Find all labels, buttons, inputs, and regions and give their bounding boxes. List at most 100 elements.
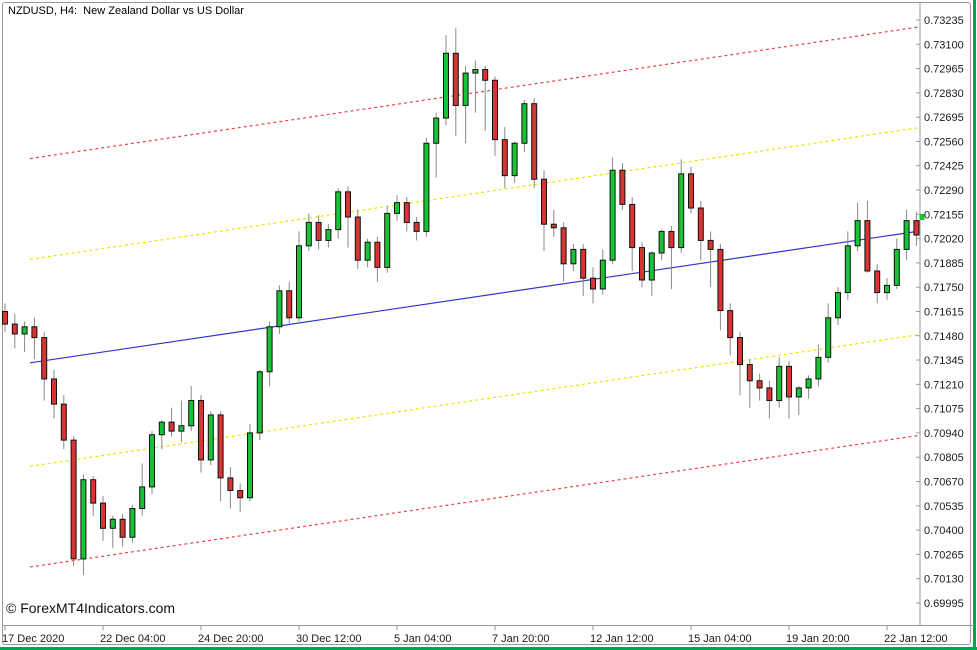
- candle: [913, 211, 920, 246]
- candle-body-bull: [247, 432, 253, 499]
- candle: [737, 332, 743, 396]
- candle-body-bear: [629, 203, 636, 249]
- price-axis-label: 0.71750: [924, 282, 964, 294]
- candle: [217, 411, 224, 502]
- candle: [139, 463, 146, 516]
- candle-body-bear: [668, 230, 675, 249]
- candle: [266, 321, 273, 387]
- candle-body-bear: [217, 414, 224, 479]
- candle-body-bull: [521, 103, 528, 144]
- time-axis-label: 7 Jan 20:00: [492, 633, 550, 645]
- candle: [296, 231, 302, 322]
- candle: [531, 98, 538, 189]
- candle-body-bear: [345, 191, 351, 218]
- candle: [158, 420, 165, 450]
- candle: [678, 159, 685, 254]
- candle-body-bear: [590, 277, 596, 290]
- candle: [11, 314, 18, 349]
- candle-body-bear: [874, 270, 881, 294]
- candle: [835, 287, 841, 325]
- candle-body-bull: [805, 378, 812, 389]
- candle: [560, 222, 567, 282]
- candle: [844, 231, 851, 300]
- candle: [188, 386, 195, 432]
- price-axis-label: 0.72425: [924, 161, 964, 173]
- candle-body-bull: [678, 173, 685, 249]
- candle-body-bear: [60, 403, 67, 441]
- time-axis-label: 15 Jan 04:00: [688, 633, 752, 645]
- price-axis-label: 0.70940: [924, 428, 964, 440]
- candle: [472, 60, 479, 113]
- time-axis-label: 17 Dec 2020: [2, 633, 64, 645]
- candle: [776, 357, 783, 408]
- candle: [80, 474, 87, 576]
- candle: [629, 197, 636, 271]
- candle: [727, 303, 734, 356]
- candle: [227, 467, 234, 509]
- candle-body-bear: [501, 139, 508, 177]
- candle: [413, 217, 420, 241]
- candle-body-bear: [119, 518, 126, 538]
- candle-body-bull: [296, 245, 302, 319]
- candle: [403, 197, 410, 232]
- candle-body-bear: [315, 221, 322, 241]
- candle-body-bull: [207, 414, 214, 461]
- time-axis-label: 22 Dec 04:00: [100, 633, 165, 645]
- candle: [247, 423, 253, 502]
- candle-body-bear: [707, 239, 714, 250]
- price-axis-label: 0.72155: [924, 209, 964, 221]
- price-axis-label: 0.70400: [924, 525, 964, 537]
- candle-body-bear: [531, 103, 538, 180]
- candle: [746, 359, 753, 408]
- candle-body-bull: [825, 317, 832, 358]
- candle-body-bear: [717, 248, 724, 312]
- time-axis-label: 19 Jan 20:00: [786, 633, 850, 645]
- channel-lower-outer-line: [29, 434, 920, 568]
- candle: [511, 141, 518, 183]
- candle-body-bear: [580, 248, 587, 279]
- candle: [60, 395, 67, 450]
- candle-body-bear: [198, 400, 204, 461]
- candle-body-bear: [2, 310, 8, 325]
- candle-body-bear: [237, 490, 244, 499]
- candle: [492, 76, 498, 156]
- price-axis-label: 0.73100: [924, 39, 964, 51]
- window-border-bottom: [0, 647, 977, 650]
- price-axis-label: 0.71075: [924, 404, 964, 416]
- candle: [305, 213, 312, 252]
- price-axis-label: 0.69995: [924, 598, 964, 610]
- candle: [364, 238, 371, 268]
- candle-body-bear: [619, 169, 626, 205]
- candle-body-bull: [139, 486, 146, 509]
- candle-body-bull: [80, 479, 87, 560]
- current-price-marker: [919, 214, 925, 221]
- regression-channel: [29, 26, 920, 568]
- price-axis[interactable]: 0.73235 0.73100 0.72965 0.72830 0.72695 0.725…: [916, 15, 964, 610]
- candle-body-bull: [305, 221, 312, 247]
- price-axis-label: 0.71345: [924, 355, 964, 367]
- candle-body-bear: [786, 365, 792, 398]
- candle-body-bear: [727, 310, 734, 339]
- candle: [599, 249, 606, 295]
- candle: [51, 369, 57, 419]
- symbol-title: NZDUSD, H4: New Zealand Dollar vs US Dol…: [8, 5, 244, 17]
- candle: [31, 317, 38, 360]
- candle: [825, 303, 832, 363]
- candle-body-bull: [648, 252, 655, 281]
- candle-body-bull: [443, 52, 449, 119]
- candle-body-bull: [854, 220, 861, 247]
- candle-body-bull: [903, 220, 910, 250]
- candle: [864, 200, 871, 273]
- candle: [394, 195, 400, 221]
- candle: [482, 65, 489, 131]
- candle: [256, 369, 263, 441]
- candle: [237, 483, 244, 513]
- candle-body-bull: [149, 434, 155, 488]
- time-axis[interactable]: 17 Dec 2020 22 Dec 04:00 24 Dec 20:00 30 De…: [2, 625, 948, 646]
- candle: [521, 100, 528, 153]
- price-axis-label: 0.72695: [924, 112, 964, 124]
- candle-body-bear: [51, 378, 57, 405]
- candle-body-bear: [403, 202, 410, 223]
